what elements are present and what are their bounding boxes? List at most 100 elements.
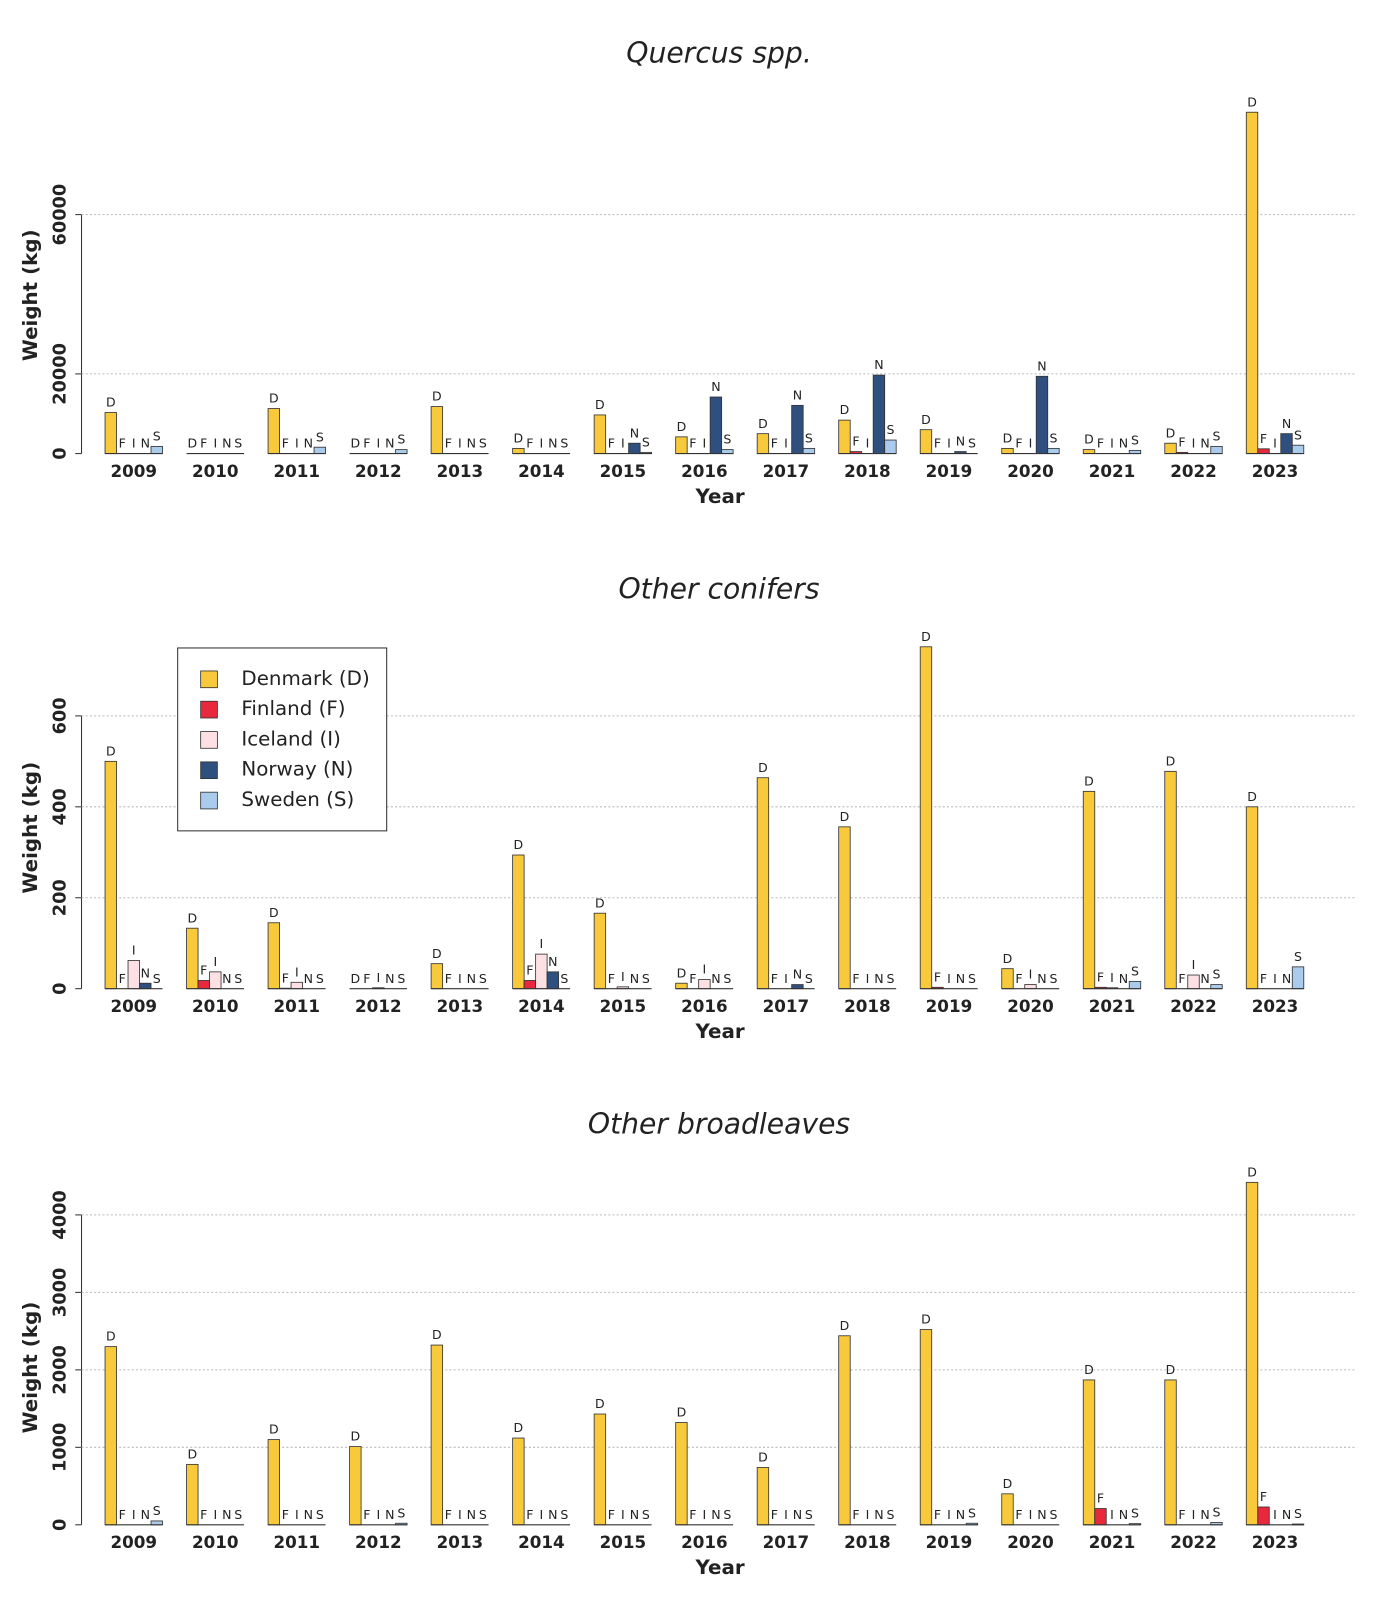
bar-letter: F <box>1178 1507 1185 1522</box>
bar-letter: I <box>866 1507 870 1522</box>
bar <box>267 1439 280 1526</box>
bar <box>395 449 408 454</box>
bar-letter: F <box>282 1507 289 1522</box>
bar-letter: S <box>153 1503 161 1518</box>
bar-letter: D <box>514 837 524 852</box>
x-tick-label: 2010 <box>192 461 239 481</box>
bar-letter: I <box>295 964 299 979</box>
bar-letter: S <box>560 1507 568 1522</box>
bar-letter: F <box>445 436 452 451</box>
bar-letter: D <box>1247 789 1257 804</box>
bar <box>756 777 770 990</box>
bar-letter: N <box>793 1507 802 1522</box>
bar-letter: I <box>1192 1507 1196 1522</box>
bar-letter: F <box>1260 971 1267 986</box>
bar-letter: N <box>1282 971 1291 986</box>
bar-letter: D <box>269 391 279 406</box>
bar-letter: D <box>840 402 850 417</box>
bar-letter: S <box>1294 1506 1302 1521</box>
bar-letter: I <box>295 436 299 451</box>
y-tick-label: 4000 <box>51 1190 71 1239</box>
x-tick-label: 2022 <box>1170 1532 1217 1552</box>
x-tick-label: 2019 <box>926 461 973 481</box>
bar <box>512 1437 525 1526</box>
chart-title: Other broadleaves <box>588 1108 850 1141</box>
bar <box>139 982 152 990</box>
bar <box>698 979 711 990</box>
bar-letter: I <box>1110 1507 1114 1522</box>
bar <box>884 439 897 454</box>
bar-letter: S <box>1049 1507 1057 1522</box>
bar <box>1094 1508 1107 1526</box>
bar-letter: S <box>479 436 487 451</box>
legend-label: Denmark (D) <box>241 667 369 690</box>
legend: Denmark (D) Finland (F) Iceland (I) Norway … <box>177 647 388 832</box>
bar-letter: S <box>1131 1506 1139 1521</box>
bar-letter: N <box>1037 971 1046 986</box>
bar-letter: N <box>141 436 150 451</box>
bar-letter: D <box>187 1446 197 1461</box>
bar-letter: D <box>1003 951 1013 966</box>
bar <box>593 912 607 990</box>
bar-letter: F <box>200 1507 207 1522</box>
bar-letter: D <box>1247 94 1257 109</box>
bar-letter: F <box>934 1507 941 1522</box>
bar-letter: F <box>1097 969 1104 984</box>
bar-letter: F <box>852 434 859 449</box>
bar-letter: D <box>758 416 768 431</box>
bar <box>791 404 804 454</box>
x-tick-label: 2013 <box>437 461 484 481</box>
bar-letter: D <box>514 1420 524 1435</box>
bar-letter: I <box>1029 967 1033 982</box>
bar <box>267 408 280 454</box>
bar <box>1128 980 1142 990</box>
bar-letter: I <box>703 962 707 977</box>
bar <box>313 446 326 454</box>
bar-letter: S <box>153 428 161 443</box>
bar <box>838 1335 851 1526</box>
bar <box>675 1422 688 1526</box>
bar-letter: D <box>921 1312 931 1327</box>
bar-letter: D <box>106 395 116 410</box>
bar-letter: S <box>1049 971 1057 986</box>
x-tick-label: 2016 <box>681 461 728 481</box>
bar <box>1082 1379 1096 1526</box>
bar-letter: I <box>376 1507 380 1522</box>
x-tick-label: 2020 <box>1007 1532 1054 1552</box>
bar-letter: F <box>608 971 615 986</box>
bar <box>1024 984 1037 990</box>
bar-letter: N <box>1119 971 1128 986</box>
bar-letter: I <box>1273 971 1277 986</box>
bar <box>756 1467 770 1526</box>
bar-letter: F <box>282 436 289 451</box>
y-axis-label: Weight (kg) <box>19 229 42 361</box>
y-tick-label: 2000 <box>51 1345 71 1394</box>
bar-letter: D <box>1166 753 1176 768</box>
bar-letter: N <box>711 379 720 394</box>
x-tick-label: 2017 <box>763 1532 810 1552</box>
bar-letter: D <box>351 436 361 451</box>
bar <box>1291 444 1305 454</box>
bar-letter: D <box>595 1396 605 1411</box>
bar-letter: I <box>784 436 788 451</box>
bar <box>1210 445 1223 454</box>
bar-letter: N <box>630 425 639 440</box>
bar-letter: F <box>934 969 941 984</box>
bar-letter: I <box>213 954 217 969</box>
bar-letter: N <box>1282 416 1291 431</box>
x-tick-label: 2020 <box>1007 461 1054 481</box>
bar-letter: S <box>316 429 324 444</box>
y-axis-label: Weight (kg) <box>19 1302 42 1434</box>
y-tick-label: 20000 <box>51 343 71 405</box>
bar-letter: I <box>866 436 870 451</box>
legend-label: Finland (F) <box>241 697 345 720</box>
x-tick-label: 2014 <box>518 996 565 1016</box>
bar-letter: S <box>968 971 976 986</box>
x-tick-label: 2011 <box>274 996 321 1016</box>
bar <box>1164 442 1177 454</box>
x-tick-label: 2018 <box>844 461 891 481</box>
x-tick-label: 2022 <box>1170 996 1217 1016</box>
bar-letter: S <box>723 1507 731 1522</box>
bar-letter: I <box>784 971 788 986</box>
